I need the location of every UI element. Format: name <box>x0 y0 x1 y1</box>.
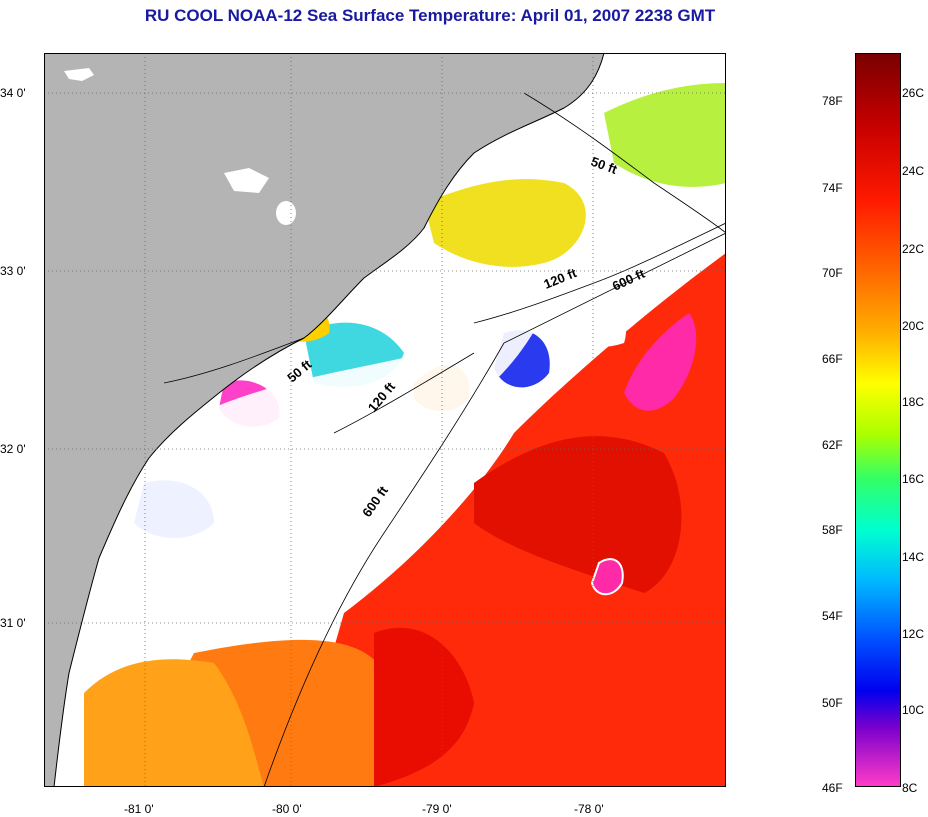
coastline <box>53 53 605 787</box>
colorbar-c-10: 10C <box>902 703 925 717</box>
cold-eddy-pink-north <box>624 313 697 411</box>
colorbar-c-18: 18C <box>902 395 925 409</box>
cold-eddy-pink-south <box>590 558 624 596</box>
colorbar-f-46: 46F <box>822 781 843 795</box>
map-title: RU COOL NOAA-12 Sea Surface Temperature:… <box>144 6 716 25</box>
colorbar-c-20: 20C <box>902 319 925 333</box>
colorbar-f-78: 78F <box>822 94 843 108</box>
colorbar-c-14: 14C <box>902 550 925 564</box>
colorbar-f-66: 66F <box>822 352 843 366</box>
colorbar-f-70: 70F <box>822 266 843 280</box>
coastline-land <box>44 53 604 787</box>
lat-label-34: 34 0' <box>0 86 26 100</box>
isobath-600ft-north <box>503 232 726 344</box>
lon-label-78: -78 0' <box>574 802 604 816</box>
isobath-50ft-north <box>523 92 726 234</box>
colorbar-c-26: 26C <box>902 86 925 100</box>
nearshore-green-water <box>604 83 726 187</box>
cloud-mask-offshore <box>559 300 626 347</box>
lon-label-80: -80 0' <box>272 802 302 816</box>
sst-map: 50 ft 120 ft 600 ft 50 ft 120 ft 600 ft <box>44 53 726 787</box>
lat-label-31: 31 0' <box>0 616 26 630</box>
colorbar-c-8: 8C <box>902 781 918 795</box>
isobath-600ft-south <box>263 342 505 787</box>
colorbar-c-22: 22C <box>902 242 925 256</box>
graticule <box>44 53 726 787</box>
colorbar-f-58: 58F <box>822 523 843 537</box>
cloud-mask-north <box>424 120 604 173</box>
isobath-50ft-south <box>163 337 305 384</box>
colorbar-c-12: 12C <box>902 627 925 641</box>
inland-water-1 <box>64 68 94 81</box>
inland-water-3 <box>276 201 296 225</box>
warm-core-patch <box>474 436 682 593</box>
lat-label-33: 33 0' <box>0 264 26 278</box>
sst-map-canvas: 50 ft 120 ft 600 ft 50 ft 120 ft 600 ft <box>44 53 726 787</box>
colorbar-c-16: 16C <box>902 472 925 486</box>
lon-label-81: -81 0' <box>124 802 154 816</box>
nearshore-orange-water <box>84 659 264 787</box>
colorbar-c-24: 24C <box>902 164 925 178</box>
lon-label-79: -79 0' <box>422 802 452 816</box>
shelf-yellow-water <box>424 179 586 267</box>
temperature-colorbar <box>855 53 901 787</box>
cloud-mask-shelf <box>111 313 544 653</box>
lat-label-32: 32 0' <box>0 442 26 456</box>
inland-water-2 <box>224 168 269 193</box>
isobath-120ft-north <box>473 222 726 324</box>
colorbar-f-54: 54F <box>822 609 843 623</box>
colorbar-f-62: 62F <box>822 438 843 452</box>
map-border <box>44 53 726 787</box>
colorbar-f-50: 50F <box>822 696 843 710</box>
isobath-120ft-south <box>333 352 475 434</box>
colorbar-f-74: 74F <box>822 181 843 195</box>
offshore-red-patch <box>374 627 474 787</box>
